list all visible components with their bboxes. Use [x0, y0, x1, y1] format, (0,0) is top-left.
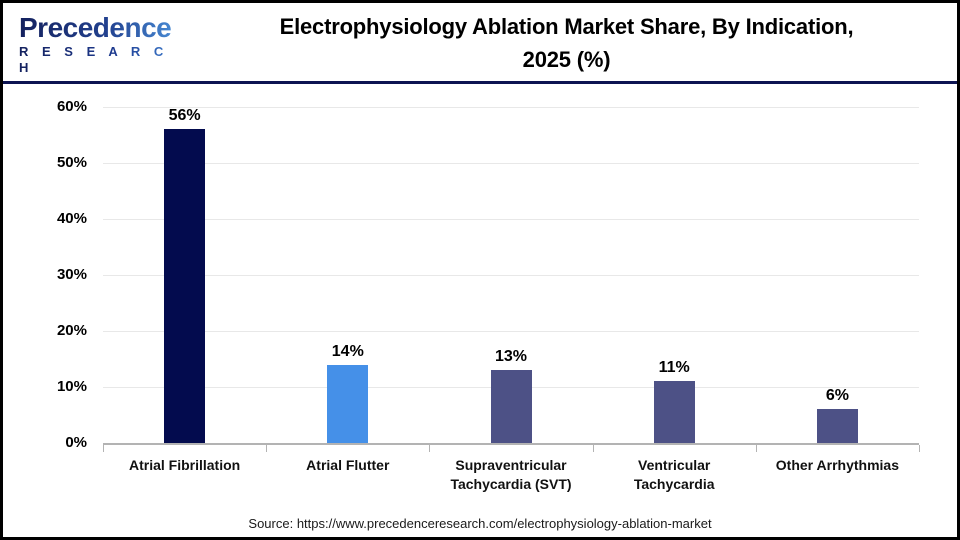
bar [490, 370, 532, 443]
header-divider-line [3, 81, 957, 84]
y-axis-tick-label: 20% [56, 322, 87, 339]
x-axis-tick [592, 445, 594, 452]
y-axis-tick-label: 0% [65, 434, 87, 451]
chart-title-line1: Electrophysiology Ablation Market Share,… [279, 14, 854, 39]
bar-chart: 0% 10% 20% 30% 40% 50% 60% 56% Atrial Fibrillati… [3, 87, 957, 507]
precedence-research-logo: Precedence R E S E A R C H [19, 13, 179, 76]
bar [816, 409, 858, 443]
bar-value-label: 14% [331, 342, 364, 360]
grid-line [103, 274, 919, 276]
chart-title-line2: 2025 (%) [522, 47, 611, 72]
logo-wordmark: Precedence [19, 13, 179, 43]
logo-research-text: R E S E A R C H [19, 44, 179, 76]
bar [164, 129, 206, 443]
source-citation: Source: https://www.precedenceresearch.c… [248, 516, 712, 531]
x-category-label: Atrial Fibrillation [128, 457, 241, 473]
x-axis-tick [103, 445, 104, 452]
chart-header: Precedence R E S E A R C H Electrophysio… [3, 3, 957, 81]
x-axis-tick [429, 445, 431, 452]
chart-title: Electrophysiology Ablation Market Share,… [188, 10, 945, 76]
grid-line [103, 330, 919, 332]
y-axis-tick-label: 50% [56, 154, 87, 171]
grid-line [103, 106, 919, 108]
y-axis-tick-label: 60% [56, 98, 87, 115]
x-category-label: Supraventricular Tachycardia (SVT) [450, 457, 572, 492]
x-axis-tick [266, 445, 268, 452]
y-axis-tick-label: 30% [56, 266, 87, 283]
bar-value-label: 56% [168, 107, 201, 125]
grid-line [103, 218, 919, 220]
x-category-label: Atrial Flutter [306, 457, 390, 473]
bar [653, 381, 695, 443]
bar-value-label: 6% [825, 387, 849, 405]
x-category-label: Ventricular Tachycardia [633, 457, 715, 492]
x-category-label: Other Arrhythmias [775, 457, 899, 473]
x-axis-tick [755, 445, 757, 452]
y-axis-tick-label: 40% [56, 210, 87, 227]
grid-line [103, 162, 919, 164]
x-axis-tick [919, 445, 920, 452]
bar-value-label: 13% [494, 348, 527, 366]
x-axis-line [103, 443, 919, 445]
bar [327, 364, 369, 443]
y-axis-tick-label: 10% [56, 378, 87, 395]
bar-value-label: 11% [658, 359, 690, 377]
